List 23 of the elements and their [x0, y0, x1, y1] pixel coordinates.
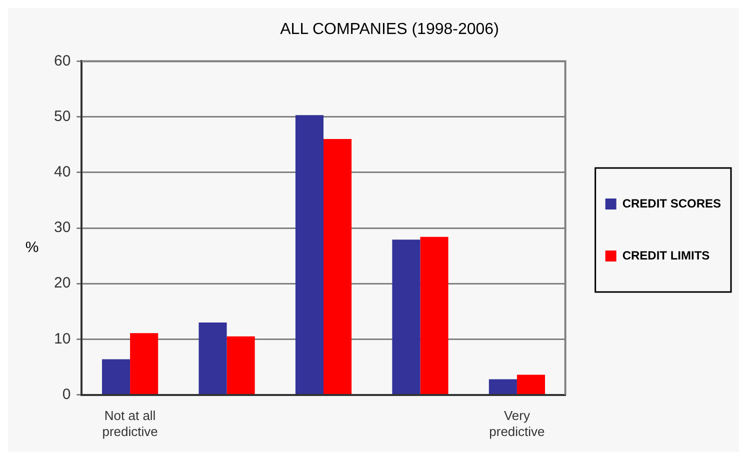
bar [130, 333, 158, 394]
legend-label: CREDIT LIMITS [622, 248, 710, 262]
bar [295, 115, 324, 394]
x-tick-label: Very predictive [489, 408, 545, 439]
y-tick-label: 10 [54, 330, 71, 348]
legend-label: CREDIT SCORES [622, 196, 722, 210]
bar [488, 379, 517, 394]
y-tick-label: 20 [54, 274, 71, 292]
y-tick-label: 30 [54, 219, 71, 236]
bar [226, 336, 255, 394]
bar [392, 240, 420, 394]
bar [516, 374, 546, 394]
bar [198, 322, 227, 394]
bar [102, 359, 130, 394]
y-tick-label: 0 [62, 386, 71, 403]
y-tick-label: 60 [54, 52, 71, 70]
bar [324, 139, 352, 394]
y-axis-title: % [25, 239, 39, 256]
bar [420, 236, 448, 394]
chart-title: ALL COMPANIES (1998-2006) [280, 21, 499, 38]
y-tick-label: 50 [54, 108, 71, 125]
x-tick-label: Not at all predictive [102, 408, 158, 439]
y-tick-label: 40 [54, 164, 71, 181]
